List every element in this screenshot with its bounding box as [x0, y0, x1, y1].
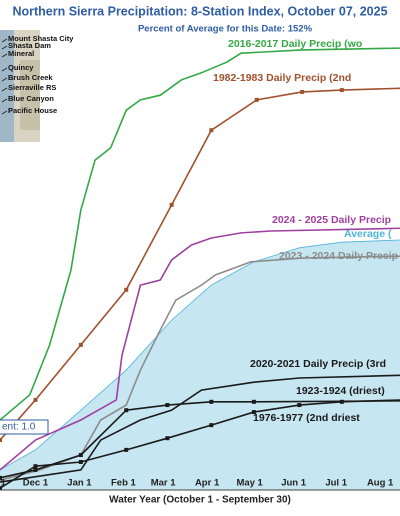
station-label: Mount Shasta City: [8, 34, 74, 43]
series-marker: [339, 399, 344, 404]
series-marker: [0, 475, 2, 480]
x-tick-label: May 1: [236, 478, 263, 489]
station-label: Mineral: [8, 49, 34, 58]
station-leader: [1, 87, 8, 92]
series-label: 2023 - 2024 Daily Precip: [279, 250, 398, 262]
series-line: [0, 227, 400, 471]
series-marker: [124, 408, 129, 413]
series-label: 1982-1983 Daily Precip (2nd: [213, 72, 351, 84]
x-tick-label: Nov 1: [0, 478, 7, 489]
station-label: Brush Creek: [8, 73, 53, 82]
chart-subtitle: Percent of Average for this Date: 152%: [138, 24, 313, 35]
series-marker: [124, 287, 129, 292]
plot-area: [0, 47, 400, 491]
series-line: [0, 399, 400, 489]
series-marker: [78, 453, 83, 457]
station-label: Sierraville RS: [8, 83, 56, 92]
series-label: Average (: [344, 228, 392, 240]
series-line: [0, 47, 400, 421]
series-label: 1923-1924 (driest): [296, 385, 385, 397]
station-label: Blue Canyon: [8, 94, 54, 103]
station-label: Pacific House: [8, 106, 57, 115]
series-marker: [339, 88, 344, 93]
series-marker: [124, 447, 129, 452]
x-tick-label: Jul 1: [325, 478, 347, 489]
series-label: 2024 - 2025 Daily Precip: [272, 214, 391, 226]
series-marker: [78, 342, 83, 347]
station-leader: [1, 67, 8, 72]
series-marker: [78, 460, 83, 464]
x-axis-label: Water Year (October 1 - September 30): [109, 495, 291, 506]
x-tick-label: Apr 1: [195, 478, 220, 489]
station-leader: [1, 110, 8, 115]
series-marker: [251, 399, 256, 404]
station-leader: [1, 98, 8, 103]
series-marker: [251, 410, 256, 415]
x-tick-label: Jun 1: [281, 478, 307, 489]
map-water: [0, 30, 14, 142]
series-marker: [0, 486, 2, 491]
series-label: 2016-2017 Daily Precip (wo: [228, 38, 362, 50]
series-marker: [300, 89, 305, 94]
x-tick-label: Feb 1: [111, 478, 137, 489]
x-tick-label: Dec 1: [23, 478, 49, 489]
map-terrain: [20, 60, 40, 130]
station-leader: [1, 38, 8, 43]
annotation: ent: 1.0: [2, 422, 36, 433]
x-tick-label: Mar 1: [151, 478, 177, 489]
series-marker: [165, 403, 170, 408]
series-label: 2020-2021 Daily Precip (3rd: [250, 358, 386, 370]
series-marker: [209, 423, 214, 428]
series-marker: [169, 202, 174, 207]
series-marker: [0, 438, 2, 443]
station-leader: [1, 53, 8, 58]
series-marker: [254, 97, 259, 102]
series-line: [0, 87, 400, 441]
x-tick-label: Jan 1: [67, 478, 92, 489]
series-marker: [33, 467, 38, 472]
station-leader: [1, 77, 8, 82]
series-line: [0, 400, 400, 479]
annotation-box: [0, 419, 49, 435]
station-leader: [1, 45, 8, 50]
series-marker: [33, 464, 38, 469]
series-marker: [165, 436, 170, 441]
map-inset: [0, 30, 40, 142]
x-tick-label: Aug 1: [367, 478, 394, 489]
series-marker: [33, 397, 38, 402]
series-marker: [297, 403, 302, 408]
series-marker: [209, 399, 214, 404]
station-label: Quincy: [8, 63, 34, 72]
average-area: [0, 239, 400, 490]
series-label: 1976-1977 (2nd driest: [253, 412, 360, 424]
chart-title: Northern Sierra Precipitation: 8-Station…: [12, 4, 387, 18]
series-marker: [209, 128, 214, 133]
station-label: Shasta Dam: [8, 41, 51, 50]
